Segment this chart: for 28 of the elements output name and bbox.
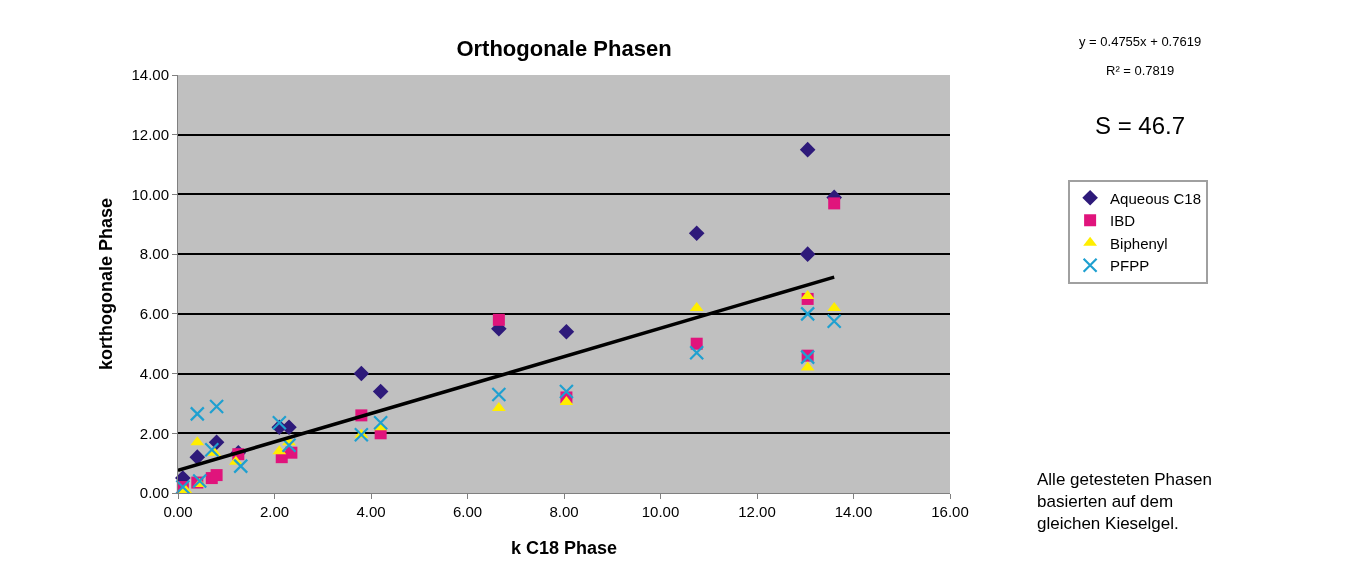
y-tick-label: 8.00 [139, 245, 169, 263]
x-tick-label: 0.00 [163, 503, 193, 520]
legend-label: Biphenyl [1110, 234, 1168, 252]
x-axis-title: k C18 Phase [510, 538, 618, 559]
x-tick-label: 12.00 [738, 503, 776, 520]
y-axis-title: korthogonale Phase [95, 197, 116, 371]
x-tick-label: 4.00 [356, 503, 386, 520]
x-tick-label: 6.00 [452, 503, 483, 520]
y-tick-label: 2.00 [139, 424, 169, 442]
y-tick-label: 12.00 [131, 125, 169, 143]
y-tick-label: 4.00 [139, 364, 169, 382]
legend-label: Aqueous C18 [1110, 189, 1202, 207]
y-tick-label: 0.00 [139, 484, 169, 502]
x-tick-label: 14.00 [834, 503, 873, 520]
y-tick-label: 10.00 [131, 185, 169, 203]
x-tick-label: 8.00 [549, 503, 579, 520]
x-tick-label: 16.00 [931, 503, 969, 520]
text: S = 46.7 [1095, 112, 1186, 139]
text: Alle getesteten Phasen basierten auf dem gleichen Kieselgel. [1037, 470, 1212, 534]
text: y = 0.4755x + 0.7619 [1079, 34, 1202, 49]
chart-title: Orthogonale Phasen [456, 36, 672, 62]
y-tick-label: 6.00 [139, 305, 169, 323]
legend-label: IBD [1110, 212, 1136, 230]
x-tick-label: 10.00 [641, 503, 680, 520]
legend-label: PFPP [1110, 257, 1150, 275]
text: R² = 0.7819 [1106, 63, 1175, 78]
x-tick-label: 2.00 [259, 503, 290, 520]
y-tick-label: 14.00 [131, 66, 169, 84]
